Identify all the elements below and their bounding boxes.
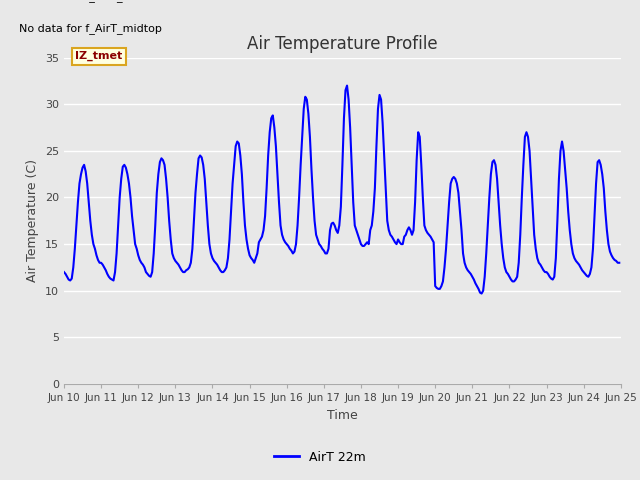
Y-axis label: Air Temperature (C): Air Temperature (C) xyxy=(26,159,40,282)
Text: No data for f_AirT_midtop: No data for f_AirT_midtop xyxy=(19,24,163,35)
X-axis label: Time: Time xyxy=(327,408,358,421)
Text: IZ_tmet: IZ_tmet xyxy=(75,51,122,61)
Legend: AirT 22m: AirT 22m xyxy=(269,446,371,469)
Text: No data for f_AirT_midlow: No data for f_AirT_midlow xyxy=(19,0,163,2)
Title: Air Temperature Profile: Air Temperature Profile xyxy=(247,35,438,53)
